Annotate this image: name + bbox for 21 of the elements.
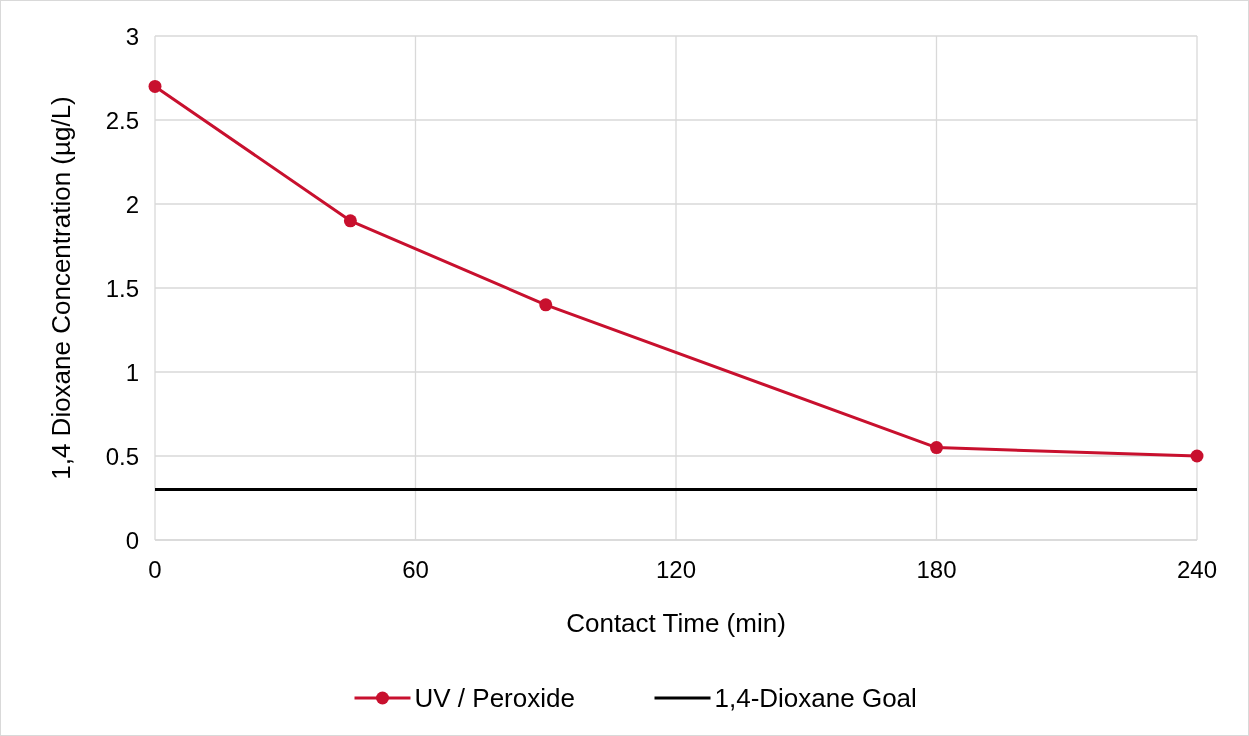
x-tick-label: 120 <box>655 556 697 583</box>
y-tick-label: 1.5 <box>105 274 139 302</box>
y-axis-title: 1,4 Dioxane Concentration (µg/L) <box>46 96 76 480</box>
point <box>1190 449 1204 463</box>
point <box>930 441 943 455</box>
point <box>148 79 162 93</box>
y-tick-label: 0 <box>125 526 139 554</box>
x-tick-label: 180 <box>916 556 957 583</box>
legend-label: 1,4-Dioxane Goal <box>714 683 917 713</box>
point <box>343 214 357 228</box>
x-tick-label: 60 <box>402 556 429 583</box>
y-tick-label: 2.5 <box>105 106 139 134</box>
y-tick-label: 2 <box>125 190 139 218</box>
y-tick-label: 1 <box>125 358 139 386</box>
y-tick-label: 3 <box>125 22 139 50</box>
point <box>539 298 553 312</box>
x-axis-title: Contact Time (min) <box>566 608 786 638</box>
legend-label: UV / Peroxide <box>414 683 575 713</box>
y-tick-label: 0.5 <box>105 442 139 470</box>
x-tick-label: 0 <box>148 556 162 583</box>
x-tick-label: 240 <box>1176 556 1218 583</box>
